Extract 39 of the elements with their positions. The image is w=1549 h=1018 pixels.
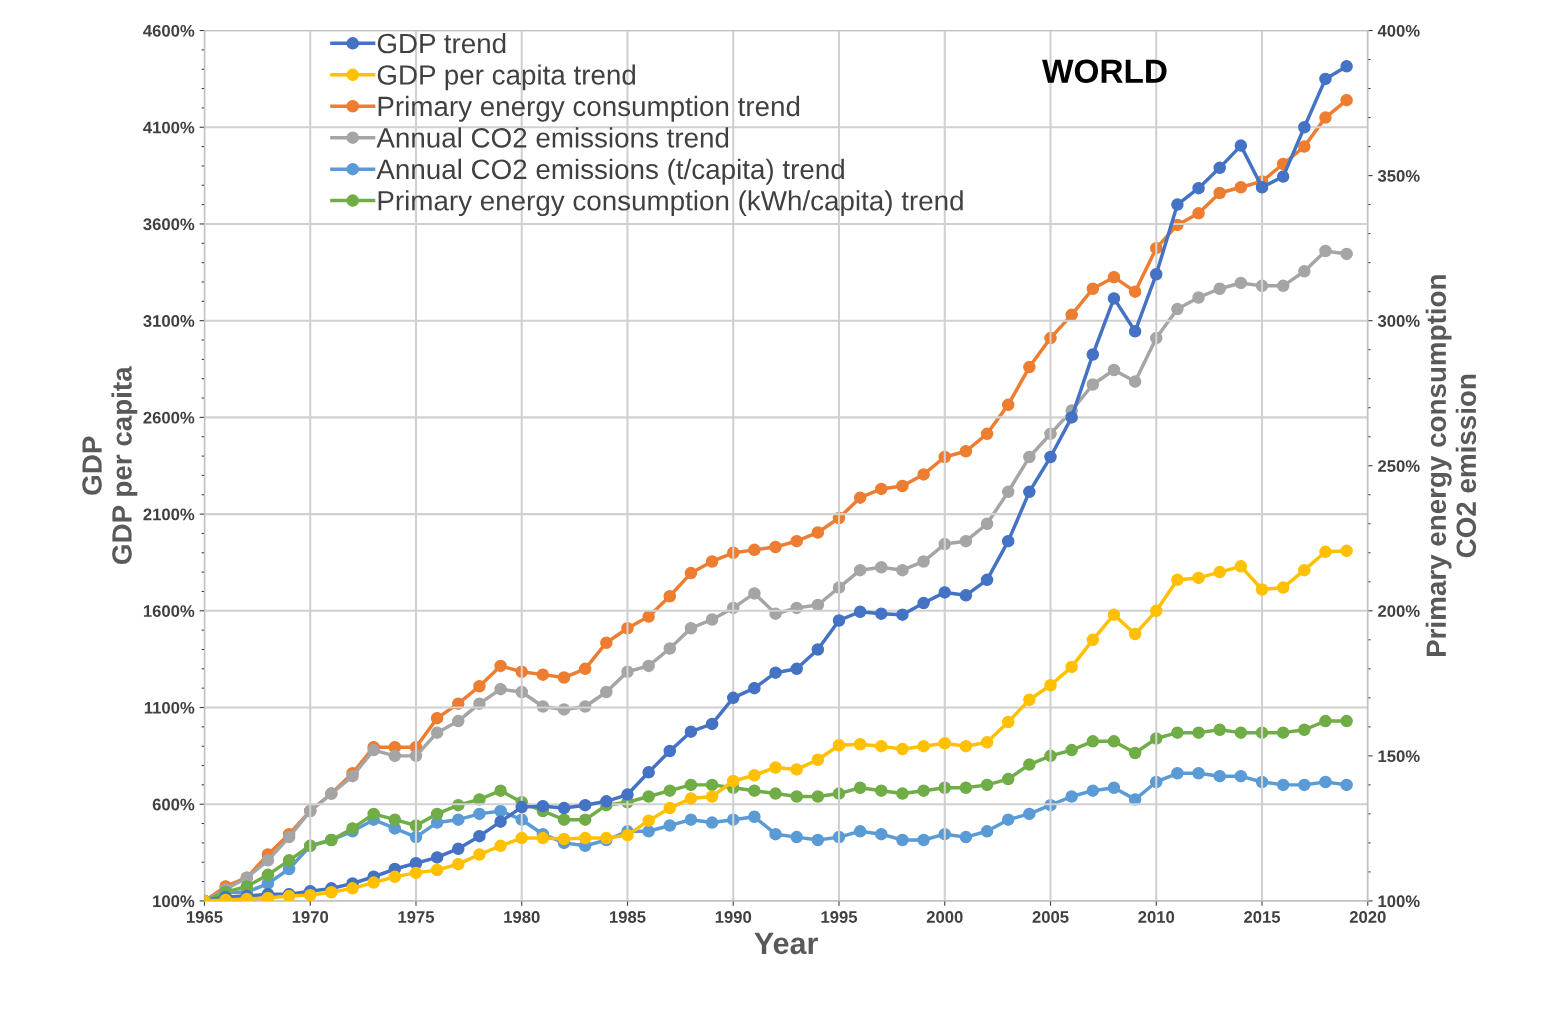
y-tick-label: 3600% — [143, 218, 195, 231]
x-tick-label: 2010 — [1138, 911, 1175, 923]
x-tick-label: 1965 — [186, 911, 223, 923]
y-tick-label: 2100% — [143, 508, 195, 521]
y2-tick-label: 250% — [1378, 460, 1420, 472]
x-tick-label: 1985 — [610, 911, 646, 923]
y2-tick-label: 300% — [1377, 315, 1420, 327]
y2-tick-label: 200% — [1378, 605, 1420, 617]
x-tick-label: 1995 — [821, 911, 858, 923]
legend-label: Primary energy consumption trend — [378, 95, 800, 122]
legend-label: Annual CO2 emissions trend — [376, 127, 729, 148]
y-tick-label: 4100% — [143, 121, 195, 134]
y-tick-label: 1100% — [144, 701, 195, 714]
legend-label: Primary energy consumption (kWh/capita) trend — [378, 190, 963, 217]
x-axis-title: Year — [754, 932, 818, 955]
text: WORLD — [1042, 59, 1167, 84]
x-tick-label: 2015 — [1244, 911, 1281, 923]
y-tick-label: 600% — [152, 798, 195, 811]
y2-tick-label: 100% — [1378, 895, 1420, 908]
x-tick-label: 2005 — [1032, 911, 1069, 923]
y-tick-label: 3100% — [143, 315, 195, 327]
y2-tick-label: 400% — [1377, 24, 1420, 37]
legend-label: GDP per capita trend — [377, 64, 636, 91]
y2-tick-label: 350% — [1377, 170, 1420, 182]
y2-axis-title: Primary energy consumption CO2 emission — [1425, 275, 1477, 657]
legend-label: Annual CO2 emissions (t/capita) trend — [376, 158, 844, 185]
y-tick-label: 100% — [153, 895, 195, 908]
y-tick-label: 2600% — [143, 411, 195, 424]
x-tick-label: 2020 — [1349, 911, 1386, 923]
y2-tick-label: 150% — [1378, 750, 1420, 763]
x-tick-label: 1975 — [398, 911, 435, 923]
y-axis-title: GDP GDP per capita — [82, 366, 138, 564]
x-tick-label: 1980 — [504, 911, 540, 923]
x-tick-label: 2000 — [926, 911, 963, 923]
legend-label: GDP trend — [377, 32, 506, 54]
y-tick-label: 1600% — [143, 605, 195, 617]
x-tick-label: 1970 — [292, 911, 329, 923]
y-tick-label: 4600% — [143, 24, 195, 37]
x-tick-label: 1990 — [715, 911, 752, 923]
